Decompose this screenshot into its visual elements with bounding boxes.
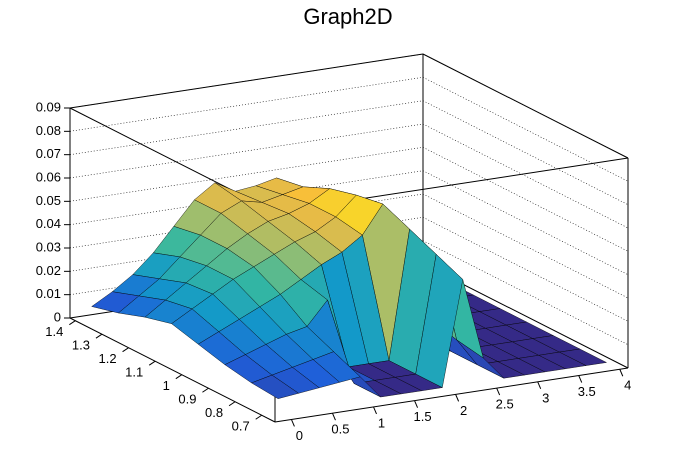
y-tick-label: 1.4 — [45, 324, 63, 339]
z-tick-label: 0.07 — [36, 146, 61, 161]
y-tick — [95, 333, 103, 339]
x-tick-label: 1.5 — [414, 409, 432, 424]
grid-line — [69, 76, 629, 182]
z-tick-label: 0 — [54, 309, 61, 324]
x-tick-label: 2.5 — [496, 397, 514, 412]
grid-line — [69, 53, 629, 159]
z-tick-label: 0.02 — [36, 263, 61, 278]
x-tick — [578, 375, 583, 383]
chart-title: Graph2D — [303, 4, 392, 29]
x-tick — [619, 369, 624, 377]
z-tick-label: 0.06 — [36, 169, 61, 184]
x-tick-label: 1 — [378, 415, 385, 430]
y-tick-label: 0.8 — [205, 405, 223, 420]
x-tick — [373, 406, 377, 415]
x-tick-label: 0.5 — [331, 422, 349, 437]
x-tick-label: 3 — [542, 390, 549, 405]
y-axis — [69, 317, 276, 423]
box-edge — [422, 53, 629, 159]
y-tick — [255, 414, 262, 420]
x-tick — [414, 400, 419, 408]
x-tick-label: 4 — [624, 378, 631, 393]
y-tick — [122, 347, 129, 353]
x-tick-label: 3.5 — [578, 384, 596, 399]
y-tick-label: 1 — [163, 378, 170, 393]
x-tick-label: 2 — [460, 403, 467, 418]
x-tick — [290, 419, 295, 427]
surface-cell — [251, 374, 300, 399]
x-tick — [455, 394, 460, 402]
x-tick-label: 0 — [296, 428, 303, 443]
grid-line — [69, 100, 629, 205]
x-tick — [537, 381, 542, 390]
y-tick — [148, 360, 156, 366]
y-tick-label: 1.2 — [98, 351, 116, 366]
y-tick-label: 1.3 — [72, 338, 90, 353]
y-tick — [175, 374, 183, 380]
x-tick — [332, 413, 336, 421]
z-tick-label: 0.08 — [36, 123, 61, 138]
y-tick-label: 1.1 — [125, 365, 143, 380]
z-tick-label: 0.01 — [36, 286, 61, 301]
y-tick — [69, 320, 76, 326]
x-axis — [274, 367, 629, 423]
z-tick-label: 0.09 — [36, 99, 61, 114]
z-tick-label: 0.05 — [36, 193, 61, 208]
y-tick-label: 0.9 — [178, 392, 196, 407]
box-edge — [69, 53, 424, 109]
z-tick-label: 0.04 — [36, 216, 61, 231]
y-tick-label: 0.7 — [232, 419, 250, 434]
y-tick — [228, 401, 236, 407]
y-tick — [202, 387, 209, 393]
z-tick-label: 0.03 — [36, 239, 61, 254]
x-tick — [496, 387, 501, 396]
